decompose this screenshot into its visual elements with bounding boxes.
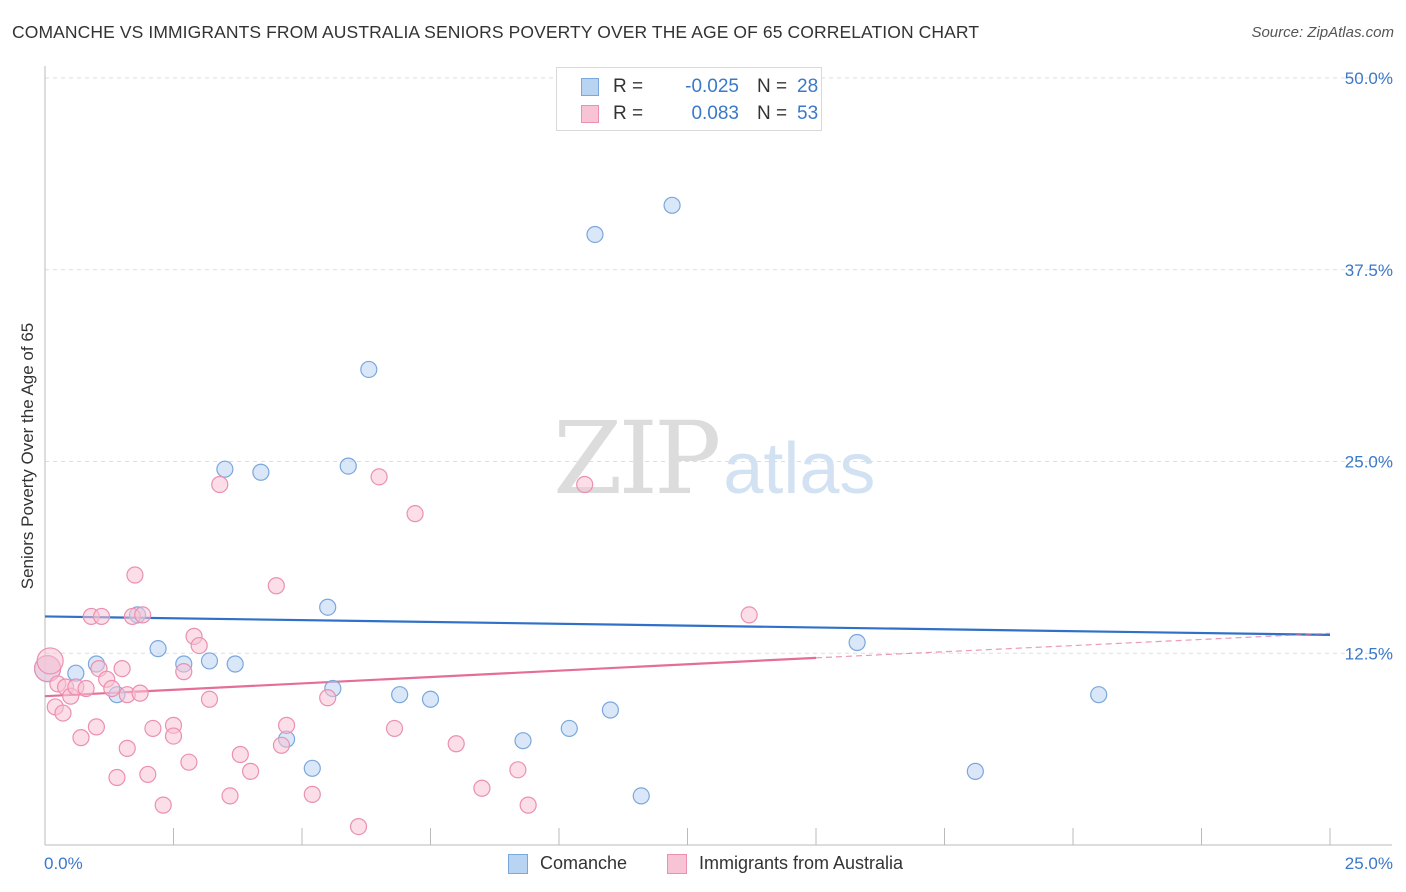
australia-trend-line-extrapolated [815, 632, 1331, 659]
australia-point [267, 577, 285, 595]
r-label: R = [613, 76, 644, 97]
legend-comanche-label: Comanche [540, 853, 628, 873]
comanche-point [303, 759, 321, 777]
australia-point [190, 636, 208, 655]
comanche-point [663, 196, 681, 214]
comanche-point [339, 457, 357, 475]
australia-point [54, 704, 72, 722]
comanche-point [632, 787, 650, 805]
australia-point [77, 679, 95, 698]
comanche-point [252, 463, 270, 481]
australia-point [349, 817, 368, 836]
australia-point [211, 475, 229, 494]
comanche-point [966, 762, 984, 780]
data-points [33, 196, 1108, 836]
comanche-n-value: 28 [797, 76, 819, 97]
source-credit: Source: ZipAtlas.com [1251, 24, 1394, 41]
watermark-zip: ZIP [553, 400, 721, 517]
australia-point [164, 727, 183, 745]
australia-point [200, 690, 219, 708]
australia-point [385, 719, 404, 738]
australia-point [180, 753, 198, 771]
trend-lines [44, 615, 1331, 698]
australia-point [242, 762, 260, 780]
y-tick-label: 25.0% [1345, 453, 1393, 472]
comanche-trend-line [44, 615, 1331, 636]
australia-point [87, 718, 106, 736]
comanche-point [586, 225, 604, 244]
australia-point [272, 736, 291, 754]
comanche-point [391, 686, 409, 704]
australia-point [72, 729, 90, 747]
comanche-point [514, 732, 532, 750]
x-tick-label-max: 25.0% [1345, 854, 1393, 873]
comanche-point [1090, 686, 1108, 704]
australia-point [319, 689, 337, 707]
comanche-point [226, 655, 244, 673]
comanche-point [200, 652, 219, 670]
australia-point [92, 607, 111, 626]
australia-point [576, 475, 594, 494]
australia-point [139, 765, 157, 784]
comanche-point [319, 598, 337, 616]
australia-r-value: 0.083 [691, 103, 739, 124]
australia-point [447, 735, 465, 753]
comanche-swatch [581, 78, 599, 96]
comanche-point [601, 701, 620, 719]
y-tick-label: 12.5% [1345, 644, 1393, 663]
australia-swatch [581, 105, 599, 123]
gridlines [45, 77, 1392, 654]
australia-point [740, 606, 758, 624]
australia-point [406, 505, 424, 523]
comanche-point [216, 460, 234, 478]
australia-point [519, 796, 537, 814]
r-label: R = [613, 103, 644, 124]
n-label: N = [757, 76, 788, 97]
australia-point [36, 647, 64, 675]
australia-point [509, 761, 527, 779]
australia-point [175, 663, 193, 681]
legend-australia-label: Immigrants from Australia [699, 853, 904, 873]
y-tick-label: 37.5% [1345, 261, 1393, 280]
comanche-r-value: -0.025 [685, 76, 739, 97]
legend-comanche-swatch [508, 854, 528, 874]
australia-point [108, 768, 126, 787]
australia-point [303, 785, 321, 803]
australia-point [473, 779, 491, 797]
australia-point [221, 787, 239, 805]
watermark-atlas: atlas [723, 429, 876, 509]
australia-point [113, 659, 131, 678]
comanche-point [560, 719, 578, 738]
australia-point [144, 719, 162, 738]
australia-point [277, 716, 296, 734]
australia-point [118, 739, 136, 757]
australia-point [154, 796, 172, 814]
chart-title: COMANCHE VS IMMIGRANTS FROM AUSTRALIA SE… [12, 22, 980, 42]
watermark: ZIPatlas [553, 400, 875, 517]
comanche-point [848, 633, 866, 652]
australia-point [126, 566, 144, 584]
correlation-stats-box: R = -0.025 N = 28 R = 0.083 N = 53 [556, 67, 822, 131]
australia-trend-line [44, 656, 817, 698]
legend-australia-swatch [667, 854, 687, 874]
x-tick-label-min: 0.0% [44, 854, 83, 873]
australia-point [131, 684, 149, 702]
n-label: N = [757, 103, 788, 124]
australia-point [370, 468, 388, 486]
comanche-point [360, 360, 378, 379]
australia-n-value: 53 [797, 103, 819, 124]
australia-point [103, 679, 121, 698]
axes [44, 66, 1392, 846]
australia-point [231, 745, 249, 764]
australia-point [134, 606, 152, 624]
tick-labels: 12.5% 25.0% 37.5% 50.0% 0.0% 25.0% [44, 69, 1393, 873]
comanche-point [421, 690, 440, 708]
y-tick-label: 50.0% [1345, 69, 1393, 88]
comanche-point [149, 640, 167, 658]
